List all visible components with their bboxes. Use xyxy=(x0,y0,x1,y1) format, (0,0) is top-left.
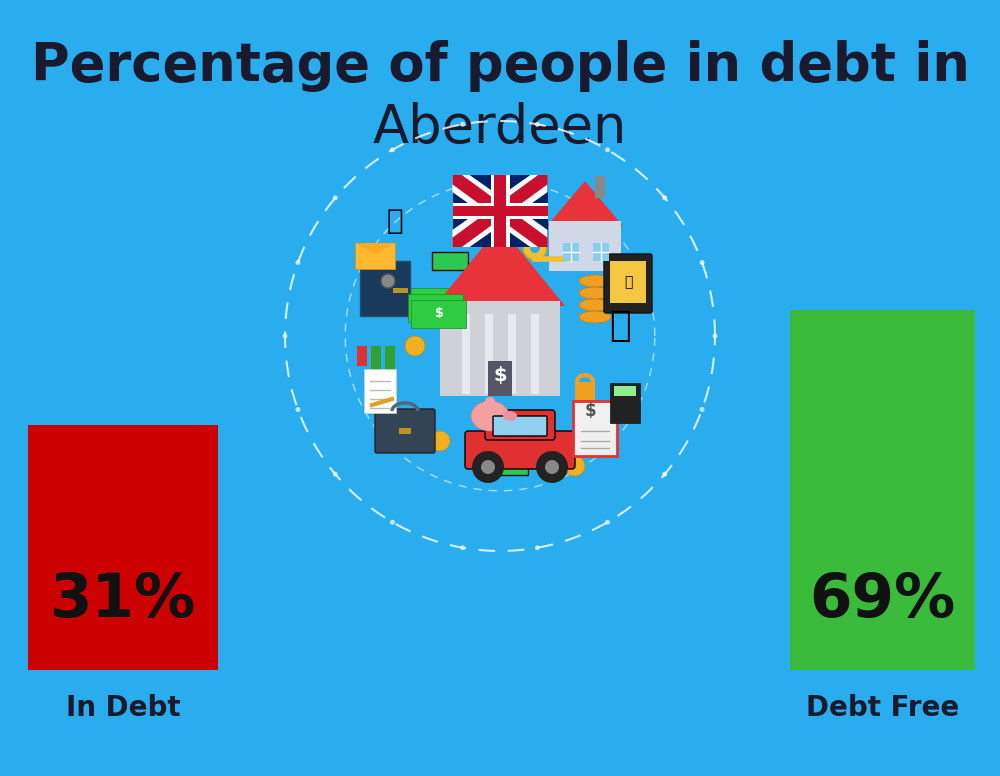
Text: $: $ xyxy=(435,307,443,320)
Bar xyxy=(371,346,381,378)
Circle shape xyxy=(390,520,395,525)
Text: In Debt: In Debt xyxy=(66,694,180,722)
Text: 🎓: 🎓 xyxy=(609,309,631,343)
Bar xyxy=(610,261,646,303)
Bar xyxy=(452,175,548,247)
Circle shape xyxy=(700,407,705,412)
Text: $: $ xyxy=(493,366,507,386)
Circle shape xyxy=(605,520,610,525)
Bar xyxy=(411,300,466,328)
Ellipse shape xyxy=(579,299,611,311)
Text: Percentage of people in debt in: Percentage of people in debt in xyxy=(31,40,969,92)
FancyBboxPatch shape xyxy=(432,252,468,270)
Circle shape xyxy=(535,122,540,126)
Circle shape xyxy=(662,196,667,200)
Bar xyxy=(452,206,548,216)
Ellipse shape xyxy=(485,397,495,405)
Circle shape xyxy=(381,274,395,288)
Ellipse shape xyxy=(471,401,509,431)
Circle shape xyxy=(333,196,338,200)
Polygon shape xyxy=(355,243,395,254)
Bar xyxy=(490,175,510,247)
FancyBboxPatch shape xyxy=(485,410,555,440)
Circle shape xyxy=(662,472,667,476)
Bar xyxy=(508,314,516,394)
Circle shape xyxy=(536,451,568,483)
Ellipse shape xyxy=(579,287,611,299)
Bar xyxy=(393,288,408,293)
Text: 31%: 31% xyxy=(50,570,196,629)
Text: $: $ xyxy=(584,402,596,420)
Text: $: $ xyxy=(429,296,437,309)
Bar xyxy=(593,243,609,261)
Circle shape xyxy=(390,147,395,152)
Ellipse shape xyxy=(579,275,611,287)
Polygon shape xyxy=(452,175,548,247)
Circle shape xyxy=(712,334,718,338)
Circle shape xyxy=(535,546,540,550)
Bar xyxy=(385,346,395,372)
Circle shape xyxy=(700,260,705,265)
Bar xyxy=(399,428,411,434)
Circle shape xyxy=(333,472,338,476)
Bar xyxy=(531,314,539,394)
Circle shape xyxy=(405,336,425,356)
Text: 🏛: 🏛 xyxy=(624,275,632,289)
Bar xyxy=(573,401,617,456)
Circle shape xyxy=(530,243,540,253)
Circle shape xyxy=(295,407,300,412)
Text: Debt Free: Debt Free xyxy=(806,694,959,722)
Bar xyxy=(485,314,493,394)
FancyBboxPatch shape xyxy=(493,416,547,436)
Bar xyxy=(595,176,605,198)
Text: 🦅: 🦅 xyxy=(387,207,403,235)
Polygon shape xyxy=(452,175,548,247)
Circle shape xyxy=(545,460,559,474)
Bar xyxy=(549,221,621,271)
Bar xyxy=(440,301,560,396)
Circle shape xyxy=(295,260,300,265)
Ellipse shape xyxy=(579,311,611,323)
Bar xyxy=(360,261,410,316)
Circle shape xyxy=(430,431,450,451)
Bar xyxy=(462,314,470,394)
Bar xyxy=(494,175,506,247)
Bar xyxy=(520,218,534,246)
Polygon shape xyxy=(547,181,623,226)
Polygon shape xyxy=(452,175,548,247)
Bar xyxy=(357,346,367,366)
Bar xyxy=(355,243,395,269)
FancyBboxPatch shape xyxy=(492,457,528,475)
Bar xyxy=(488,361,512,396)
Bar xyxy=(790,310,975,670)
Circle shape xyxy=(481,460,495,474)
Circle shape xyxy=(283,334,288,338)
Polygon shape xyxy=(452,175,548,247)
FancyBboxPatch shape xyxy=(542,452,578,470)
Circle shape xyxy=(523,236,547,260)
Bar xyxy=(563,243,579,261)
Bar xyxy=(575,382,595,400)
Bar xyxy=(610,383,640,423)
Text: $: $ xyxy=(432,302,440,314)
Bar xyxy=(405,288,460,316)
Bar xyxy=(614,386,636,396)
Circle shape xyxy=(460,546,465,550)
Bar xyxy=(364,369,396,413)
FancyBboxPatch shape xyxy=(375,409,435,453)
Circle shape xyxy=(565,456,585,476)
Circle shape xyxy=(460,122,465,126)
FancyBboxPatch shape xyxy=(465,431,575,469)
Circle shape xyxy=(605,147,610,152)
Circle shape xyxy=(472,451,504,483)
FancyBboxPatch shape xyxy=(604,254,652,313)
Bar xyxy=(28,425,218,670)
Bar xyxy=(452,203,548,219)
Polygon shape xyxy=(435,226,565,306)
Text: Aberdeen: Aberdeen xyxy=(373,102,627,154)
Ellipse shape xyxy=(503,411,517,421)
Bar xyxy=(408,294,463,322)
Text: 69%: 69% xyxy=(809,570,956,629)
